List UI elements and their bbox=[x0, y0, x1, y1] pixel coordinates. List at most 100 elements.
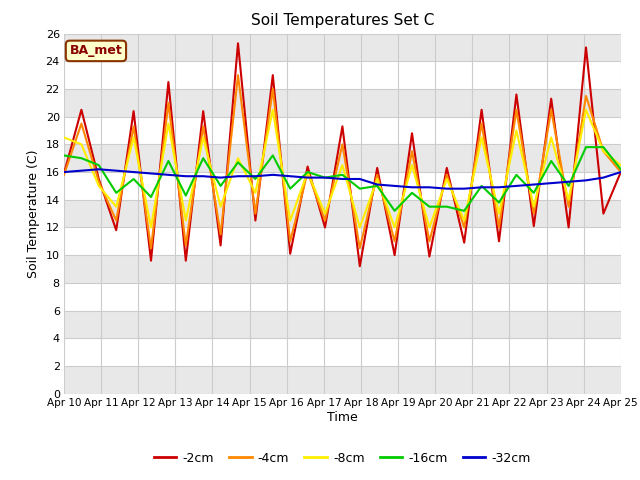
-4cm bbox=[530, 211, 538, 216]
-8cm bbox=[391, 225, 399, 230]
-2cm bbox=[373, 165, 381, 171]
-2cm bbox=[321, 225, 329, 230]
Bar bbox=[64, 89, 621, 117]
Bar bbox=[64, 228, 621, 255]
-8cm bbox=[269, 107, 276, 113]
-16cm bbox=[304, 169, 312, 175]
-16cm bbox=[269, 153, 276, 158]
-8cm bbox=[356, 225, 364, 230]
-2cm bbox=[564, 225, 572, 230]
-16cm bbox=[513, 172, 520, 178]
Title: Soil Temperatures Set C: Soil Temperatures Set C bbox=[251, 13, 434, 28]
-16cm bbox=[217, 183, 225, 189]
-8cm bbox=[408, 162, 416, 168]
-8cm bbox=[443, 176, 451, 182]
-8cm bbox=[547, 134, 555, 140]
Bar bbox=[64, 255, 621, 283]
-4cm bbox=[617, 169, 625, 175]
-2cm bbox=[477, 107, 485, 113]
Bar bbox=[64, 311, 621, 338]
-2cm bbox=[530, 223, 538, 229]
-32cm bbox=[373, 181, 381, 187]
-2cm bbox=[460, 240, 468, 246]
-16cm bbox=[321, 175, 329, 180]
-8cm bbox=[460, 217, 468, 223]
-2cm bbox=[443, 165, 451, 171]
-2cm bbox=[286, 251, 294, 257]
-8cm bbox=[530, 204, 538, 210]
-2cm bbox=[60, 170, 68, 176]
Bar bbox=[64, 34, 621, 61]
-2cm bbox=[582, 45, 590, 50]
-16cm bbox=[113, 190, 120, 196]
Legend: -2cm, -4cm, -8cm, -16cm, -32cm: -2cm, -4cm, -8cm, -16cm, -32cm bbox=[149, 447, 536, 469]
Bar bbox=[64, 283, 621, 311]
-32cm bbox=[600, 175, 607, 180]
-4cm bbox=[373, 172, 381, 178]
-32cm bbox=[582, 178, 590, 183]
-16cm bbox=[564, 183, 572, 189]
-32cm bbox=[252, 173, 259, 179]
-16cm bbox=[530, 190, 538, 196]
-4cm bbox=[77, 120, 85, 126]
-16cm bbox=[460, 208, 468, 214]
-32cm bbox=[564, 179, 572, 185]
Bar bbox=[64, 144, 621, 172]
-8cm bbox=[304, 169, 312, 175]
-16cm bbox=[164, 158, 172, 164]
-16cm bbox=[495, 200, 503, 205]
-32cm bbox=[77, 168, 85, 174]
-4cm bbox=[426, 239, 433, 244]
-8cm bbox=[113, 204, 120, 210]
-16cm bbox=[200, 156, 207, 161]
-32cm bbox=[617, 169, 625, 175]
-16cm bbox=[617, 167, 625, 172]
Line: -8cm: -8cm bbox=[64, 110, 621, 228]
-8cm bbox=[477, 134, 485, 140]
-4cm bbox=[582, 93, 590, 99]
-32cm bbox=[391, 183, 399, 189]
-16cm bbox=[234, 159, 242, 165]
-4cm bbox=[547, 107, 555, 113]
-2cm bbox=[617, 169, 625, 175]
-4cm bbox=[513, 107, 520, 113]
-2cm bbox=[130, 108, 138, 114]
-32cm bbox=[495, 184, 503, 190]
-2cm bbox=[77, 107, 85, 113]
-32cm bbox=[60, 169, 68, 175]
-4cm bbox=[391, 239, 399, 244]
-8cm bbox=[147, 225, 155, 230]
-2cm bbox=[600, 211, 607, 216]
-4cm bbox=[356, 245, 364, 251]
-32cm bbox=[164, 172, 172, 178]
-32cm bbox=[443, 186, 451, 192]
-2cm bbox=[356, 264, 364, 269]
-2cm bbox=[182, 258, 189, 264]
-32cm bbox=[95, 167, 102, 172]
-4cm bbox=[252, 211, 259, 216]
-8cm bbox=[617, 162, 625, 168]
X-axis label: Time: Time bbox=[327, 410, 358, 423]
-2cm bbox=[269, 72, 276, 78]
-8cm bbox=[95, 183, 102, 189]
-8cm bbox=[164, 120, 172, 126]
-4cm bbox=[200, 123, 207, 129]
Line: -4cm: -4cm bbox=[64, 75, 621, 248]
-16cm bbox=[477, 183, 485, 189]
-32cm bbox=[426, 184, 433, 190]
-8cm bbox=[234, 156, 242, 161]
-16cm bbox=[426, 204, 433, 210]
-16cm bbox=[77, 156, 85, 161]
-4cm bbox=[130, 123, 138, 129]
-32cm bbox=[547, 180, 555, 186]
-32cm bbox=[321, 175, 329, 180]
-8cm bbox=[582, 107, 590, 113]
-4cm bbox=[60, 172, 68, 178]
-2cm bbox=[547, 96, 555, 102]
-32cm bbox=[147, 170, 155, 176]
-16cm bbox=[252, 176, 259, 182]
-8cm bbox=[600, 148, 607, 154]
-32cm bbox=[513, 183, 520, 189]
-2cm bbox=[513, 92, 520, 97]
-2cm bbox=[408, 131, 416, 136]
